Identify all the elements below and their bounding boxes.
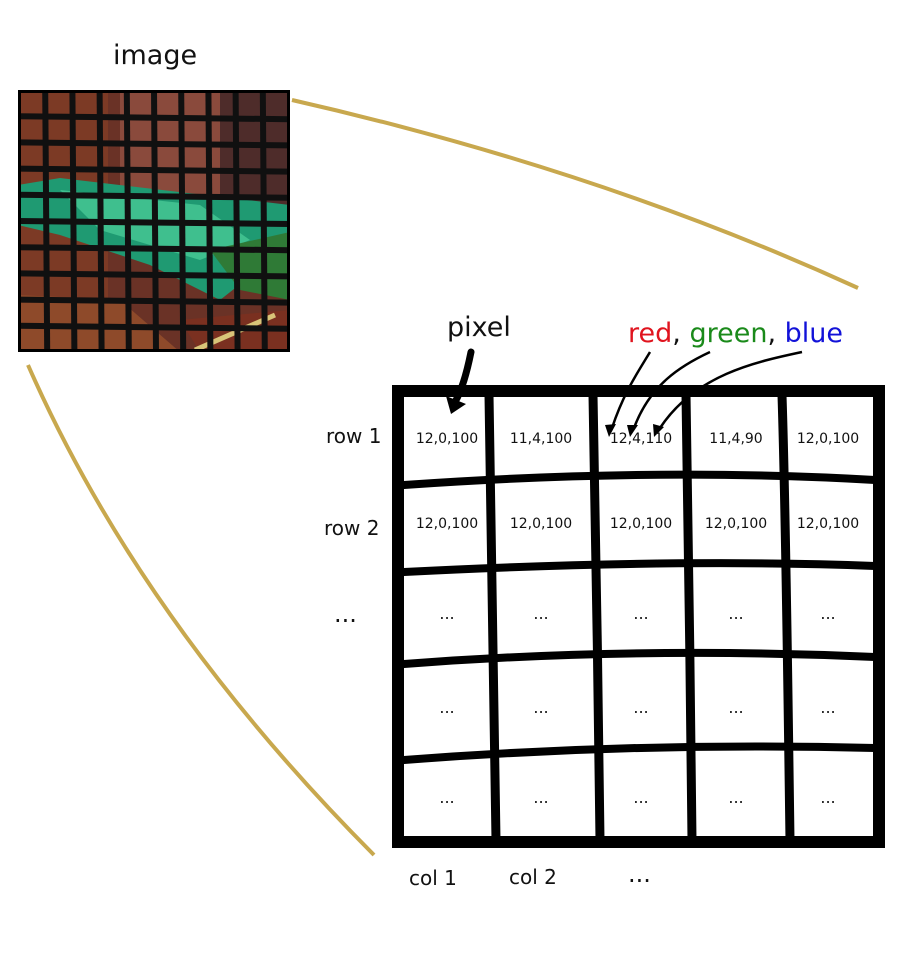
pixel-value-r3-c1: ... <box>439 604 455 623</box>
pixel-value-r2-c3: 12,0,100 <box>609 516 673 532</box>
col-label-ellipsis: ... <box>628 860 651 888</box>
pixel-value-r5-c4: ... <box>728 788 744 807</box>
pixel-value-r5-c1: ... <box>439 788 455 807</box>
pixel-value-r4-c1: ... <box>439 698 455 717</box>
green-arrowhead <box>627 425 638 437</box>
pixel-value-r3-c5: ... <box>820 604 836 623</box>
pixel-value-r4-c4: ... <box>728 698 744 717</box>
grid-line-v3 <box>681 390 697 845</box>
pixel-value-r2-c5: 12,0,100 <box>796 516 860 532</box>
channel-separator: , <box>767 318 777 349</box>
pixel-value-r5-c5: ... <box>820 788 836 807</box>
pixel-arrow <box>446 348 475 414</box>
blue-arrowhead <box>653 424 664 437</box>
grid-line-v1 <box>484 390 501 845</box>
green-arrow <box>632 350 711 429</box>
blue-arrow <box>658 350 803 429</box>
image-label: image <box>113 40 198 71</box>
pixel-value-r2-c2: 12,0,100 <box>509 516 573 532</box>
pixel-value-r5-c3: ... <box>633 788 649 807</box>
image-thumbnail <box>18 90 290 352</box>
pixel-value-r2-c4: 12,0,100 <box>704 516 768 532</box>
channel-separator: , <box>672 318 681 349</box>
blue-channel-label: blue <box>784 318 843 349</box>
red-arrow <box>610 351 652 429</box>
pixel-value-r1-c5: 12,0,100 <box>796 431 860 447</box>
zoom-line-bottom <box>26 364 376 857</box>
pixel-value-r4-c2: ... <box>533 698 549 717</box>
pixel-value-r1-c3: 12,4,110 <box>609 431 673 447</box>
pixel-value-r1-c1: 12,0,100 <box>415 431 479 447</box>
row-label-2: row 2 <box>324 516 380 540</box>
pixel-value-r2-c1: 12,0,100 <box>415 516 479 532</box>
grid-line-v2 <box>588 390 605 845</box>
pixel-value-r1-c4: 11,4,90 <box>709 431 763 447</box>
pixel-grid <box>392 385 885 848</box>
pixel-value-r1-c2: 11,4,100 <box>509 431 573 447</box>
pixel-label: pixel <box>447 312 511 343</box>
zoom-line-top <box>291 98 859 290</box>
row-label-1: row 1 <box>326 424 382 448</box>
pixel-value-r4-c3: ... <box>633 698 649 717</box>
channels-label: red, green, blue <box>628 318 843 349</box>
grid-outer-border <box>392 385 885 848</box>
grid-line-h1 <box>400 470 879 489</box>
red-arrowhead <box>605 424 616 437</box>
col-label-1: col 1 <box>409 866 457 890</box>
green-channel-label: green <box>689 318 768 349</box>
pixel-value-r5-c2: ... <box>533 788 549 807</box>
row-label-ellipsis: ... <box>334 600 357 628</box>
grid-line-v4 <box>777 390 795 845</box>
pixel-value-r3-c4: ... <box>728 604 744 623</box>
pixel-value-r4-c5: ... <box>820 698 836 717</box>
channel-arrows <box>610 350 803 429</box>
col-label-2: col 2 <box>509 865 557 889</box>
grid-line-h3 <box>400 648 879 668</box>
red-channel-label: red <box>628 318 673 349</box>
grid-line-h2 <box>400 559 879 576</box>
pixel-value-r3-c2: ... <box>533 604 549 623</box>
grid-line-h4 <box>400 742 879 764</box>
pixel-value-r3-c3: ... <box>633 604 649 623</box>
